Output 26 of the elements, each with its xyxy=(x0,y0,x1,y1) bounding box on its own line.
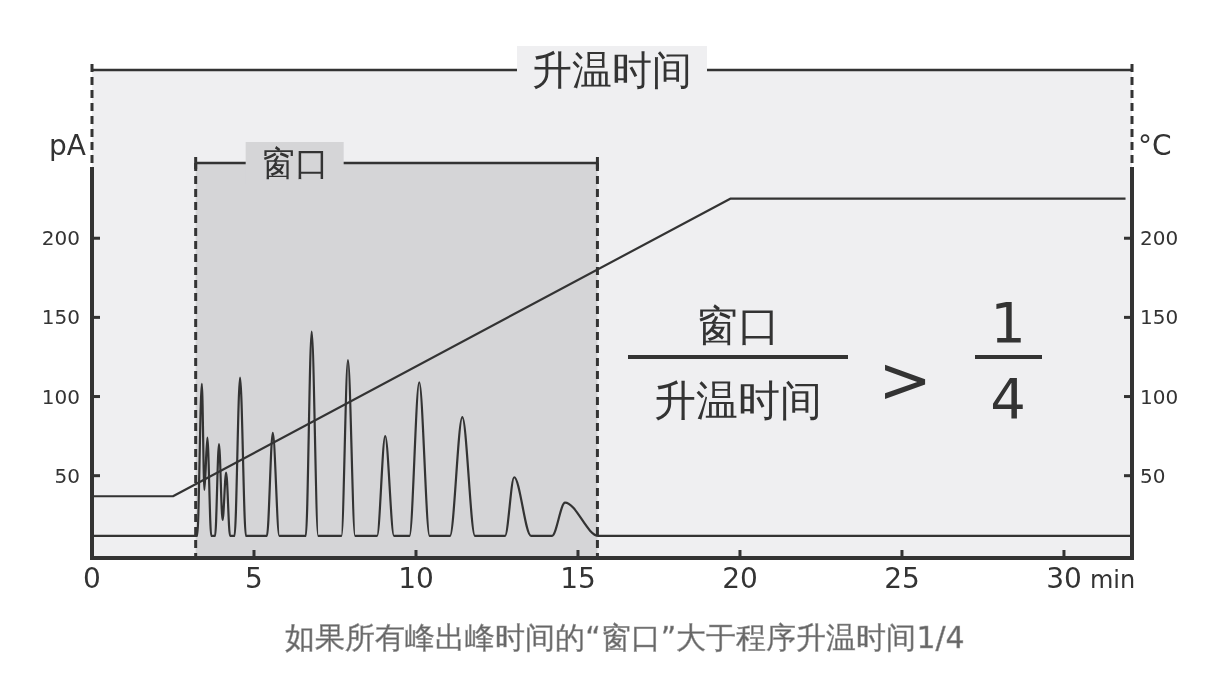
y-axis-title: pA xyxy=(49,129,86,162)
annotation: 窗口 xyxy=(696,301,780,350)
annotation: 升温时间 xyxy=(654,376,822,425)
y2-tick-label: 100 xyxy=(1140,384,1179,409)
x-tick-label: 25 xyxy=(884,562,920,595)
band-label: 升温时间 xyxy=(532,47,692,94)
x-tick-label: 20 xyxy=(722,562,758,595)
x-axis-title: min xyxy=(1089,566,1136,594)
y2-axis-title: °C xyxy=(1138,129,1172,162)
band-label: 窗口 xyxy=(260,143,329,184)
x-tick-label: 30 xyxy=(1046,562,1082,595)
y-tick-label: 50 xyxy=(54,463,80,488)
annotation: 1 xyxy=(990,290,1026,355)
x-tick-label: 15 xyxy=(560,562,596,595)
x-tick-label: 10 xyxy=(398,562,434,595)
y2-tick-label: 150 xyxy=(1140,305,1179,330)
y-tick-label: 150 xyxy=(41,305,80,330)
x-tick-label: 5 xyxy=(245,562,263,595)
y-tick-label: 200 xyxy=(41,226,80,251)
y2-tick-label: 50 xyxy=(1140,463,1166,488)
annotation: > xyxy=(878,343,932,418)
x-tick-label: 0 xyxy=(83,562,101,595)
y-tick-label: 100 xyxy=(41,384,80,409)
y2-tick-label: 200 xyxy=(1140,226,1179,251)
text: 如果所有峰出峰时间的“窗口”大于程序升温时间1/4 xyxy=(285,620,965,655)
annotation: 4 xyxy=(990,366,1026,431)
